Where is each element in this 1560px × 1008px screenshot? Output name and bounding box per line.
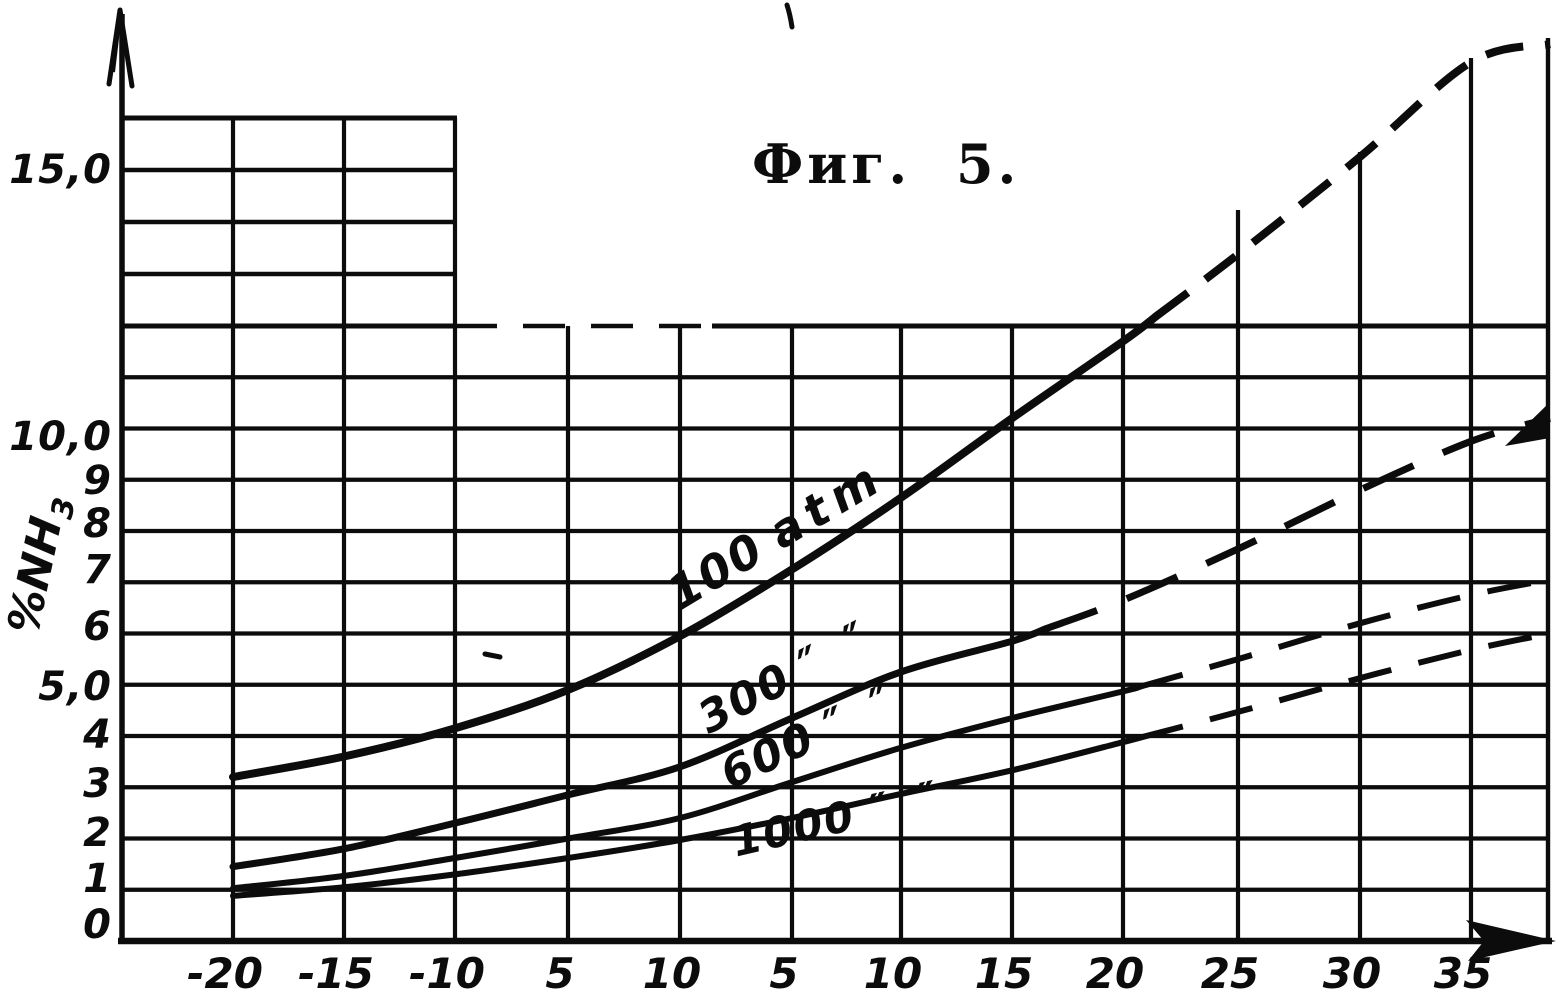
curve-dashed-300 bbox=[1044, 414, 1551, 633]
x-tick-label: 20 bbox=[1085, 949, 1145, 998]
y-tick-label: 3 bbox=[83, 761, 112, 807]
x-tick-label: 10 bbox=[642, 949, 702, 998]
curve-dashed-1000 bbox=[1139, 630, 1551, 741]
x-tick-label: 5 bbox=[769, 949, 799, 998]
x-tick-label: 35 bbox=[1433, 949, 1493, 998]
y-tick-label: 7 bbox=[83, 547, 112, 593]
curve-solid-600 bbox=[230, 683, 1144, 892]
y-tick-label: 6 bbox=[83, 604, 112, 650]
curve-solid-1000 bbox=[230, 734, 1144, 899]
x-tick-label: 25 bbox=[1200, 949, 1260, 998]
curve-end-marker-300 bbox=[1505, 402, 1550, 446]
y-tick-label: 8 bbox=[83, 501, 112, 547]
curve-dashed-600 bbox=[1139, 576, 1551, 690]
x-tick-label: -10 bbox=[409, 949, 485, 998]
y-tick-label: 10,0 bbox=[9, 414, 112, 460]
curve-solid-100 bbox=[229, 311, 1162, 781]
x-tick-label: 5 bbox=[545, 949, 575, 998]
x-tick-label: -20 bbox=[187, 949, 263, 998]
y-tick-label: 1 bbox=[83, 856, 112, 902]
x-tick-label: 10 bbox=[863, 949, 923, 998]
curve-solid-300 bbox=[229, 625, 1049, 871]
x-tick-label: 30 bbox=[1322, 949, 1382, 998]
y-tick-label: 9 bbox=[83, 458, 112, 504]
y-tick-label: 15,0 bbox=[9, 147, 112, 193]
y-tick-label: 4 bbox=[83, 712, 112, 758]
x-tick-label: -15 bbox=[298, 949, 374, 998]
y-tick-label: 5,0 bbox=[38, 664, 112, 710]
y-tick-label: 0 bbox=[83, 902, 112, 948]
y-tick-label: 2 bbox=[83, 810, 112, 856]
figure-title: Фиг. 5. bbox=[752, 132, 1021, 196]
curve-dashed-100 bbox=[1155, 40, 1551, 319]
x-tick-label: 15 bbox=[974, 949, 1034, 998]
